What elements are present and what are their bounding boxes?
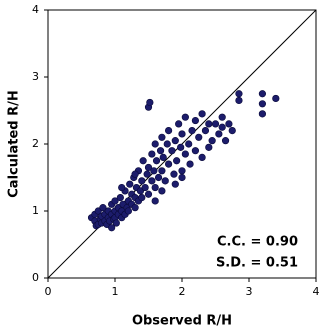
scatter-point xyxy=(158,187,166,195)
scatter-point xyxy=(112,219,120,227)
scatter-point xyxy=(138,177,146,185)
scatter-point xyxy=(181,150,189,158)
scatter-point xyxy=(150,167,158,175)
scatter-point xyxy=(178,173,186,182)
scatter-point xyxy=(168,147,176,155)
scatter-point xyxy=(258,100,267,108)
scatter-point xyxy=(161,177,169,185)
scatter-point xyxy=(148,150,156,158)
scatter-point xyxy=(156,147,165,155)
scatter-point xyxy=(118,183,126,192)
y-axis-label: Calculated R/H xyxy=(7,90,22,197)
x-tick-label: 3 xyxy=(246,285,253,298)
scatter-point xyxy=(165,160,173,168)
scatter-point xyxy=(188,127,196,135)
scatter-point xyxy=(225,120,233,128)
scatter-point xyxy=(173,157,181,165)
scatter-point xyxy=(108,224,116,232)
scatter-point xyxy=(152,157,161,165)
scatter-point xyxy=(218,123,226,131)
scatter-point xyxy=(158,167,166,175)
scatter-point xyxy=(198,153,206,161)
y-tick-label: 0 xyxy=(32,271,39,284)
scatter-point xyxy=(116,194,124,202)
scatter-point xyxy=(148,177,156,185)
scatter-point xyxy=(208,137,216,145)
scatter-point xyxy=(163,140,171,148)
scatter-point xyxy=(178,130,186,138)
annotation: C.C. = 0.90 xyxy=(217,235,298,250)
scatter-point xyxy=(144,190,153,198)
scatter-point xyxy=(218,113,226,121)
scatter-point xyxy=(158,133,166,141)
x-tick-label: 2 xyxy=(179,285,186,298)
scatter-point xyxy=(151,197,159,205)
y-tick-label: 1 xyxy=(32,204,39,217)
scatter-point xyxy=(198,110,206,118)
scatter-point xyxy=(175,120,183,128)
scatter-point xyxy=(177,143,185,151)
scatter-point xyxy=(272,94,280,103)
y-tick-label: 4 xyxy=(32,3,39,16)
scatter-point xyxy=(258,90,267,98)
scatter-point xyxy=(151,140,159,148)
scatter-point xyxy=(191,116,199,125)
scatter-point xyxy=(191,147,199,155)
scatter-point xyxy=(211,120,220,128)
scatter-point xyxy=(138,194,146,202)
x-tick-label: 4 xyxy=(313,285,320,298)
scatter-point xyxy=(235,96,243,105)
scatter-point xyxy=(165,127,173,135)
scatter-point xyxy=(144,163,153,172)
scatter-point xyxy=(258,110,267,118)
scatter-point xyxy=(178,167,186,175)
x-axis-label: Observed R/H xyxy=(132,314,232,329)
scatter-point xyxy=(126,180,134,188)
scatter-point xyxy=(111,197,119,205)
scatter-point xyxy=(151,183,159,192)
scatter-point xyxy=(201,127,210,135)
x-tick-label: 0 xyxy=(45,285,52,298)
annotation: S.D. = 0.51 xyxy=(216,256,298,271)
y-tick-label: 2 xyxy=(32,137,39,150)
scatter-point xyxy=(185,140,193,148)
scatter-point xyxy=(159,153,167,161)
scatter-point xyxy=(171,180,179,188)
scatter-point xyxy=(181,113,189,121)
scatter-point xyxy=(131,170,139,178)
scatter-point xyxy=(205,143,213,151)
scatter-point xyxy=(221,137,230,145)
scatter-point xyxy=(195,133,203,141)
scatter-point xyxy=(143,170,151,178)
scatter-point xyxy=(171,137,179,145)
x-tick-label: 1 xyxy=(112,285,119,298)
scatter-point xyxy=(131,204,139,212)
scatter-point xyxy=(205,120,213,128)
scatter-point xyxy=(215,130,223,138)
scatter-point xyxy=(228,127,236,135)
y-tick-label: 3 xyxy=(32,70,39,83)
scatter-point xyxy=(186,160,194,168)
scatter-point xyxy=(170,170,178,178)
scatter-point xyxy=(124,207,132,215)
scatter-point xyxy=(235,90,243,98)
scatter-point xyxy=(146,98,154,107)
scatter-point xyxy=(139,157,147,165)
scatter-point xyxy=(99,204,107,212)
scatter-point xyxy=(154,173,163,182)
one-to-one-line xyxy=(47,9,317,279)
scatter-point xyxy=(141,183,149,192)
